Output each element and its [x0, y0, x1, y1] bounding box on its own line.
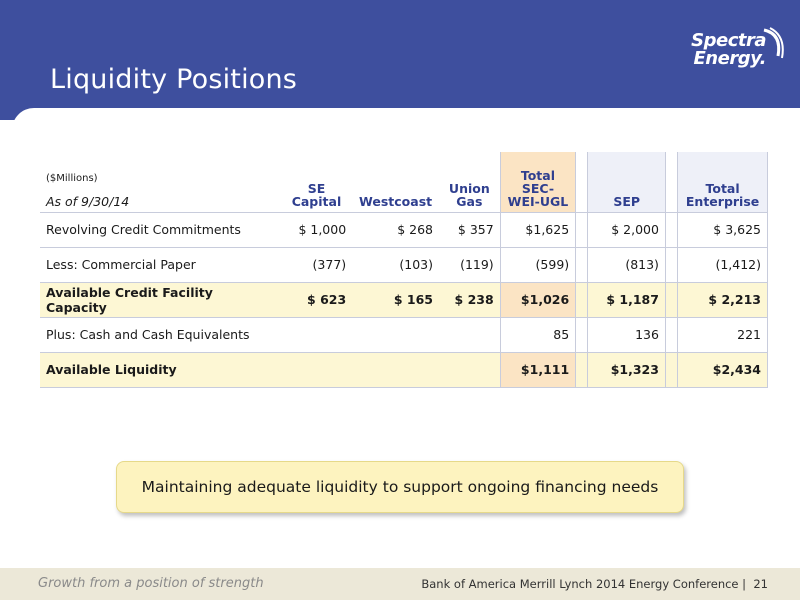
table-row: Plus: Cash and Cash Equivalents 85 136 2… [40, 316, 768, 352]
cell-sep: $ 2,000 [587, 211, 666, 247]
header-label-cell: ($Millions) As of 9/30/14 [40, 152, 281, 213]
callout-box: Maintaining adequate liquidity to suppor… [116, 461, 684, 513]
footer-tagline: Growth from a position of strength [38, 576, 264, 591]
table-row-highlight: Available Credit Facility Capacity $ 623… [40, 281, 768, 317]
cell-westcoast [352, 351, 439, 388]
cell-westcoast: $ 268 [352, 211, 439, 247]
units-label: ($Millions) [46, 172, 98, 184]
table-header-row: ($Millions) As of 9/30/14 SE Capital Wes… [40, 152, 768, 213]
cell-se-capital [280, 316, 353, 352]
header-westcoast: Westcoast [352, 152, 439, 213]
cell-se-capital: $ 1,000 [280, 211, 353, 247]
cell-enterprise: $2,434 [677, 351, 768, 388]
cell-sep: 136 [587, 316, 666, 352]
cell-enterprise: (1,412) [677, 246, 768, 282]
cell-se-capital: $ 623 [280, 281, 353, 317]
logo-line2: Energy. [693, 48, 767, 69]
header-gap [665, 152, 678, 213]
gap-cell [575, 246, 588, 282]
header-sep: SEP [587, 152, 666, 213]
gap-cell [665, 246, 678, 282]
gap-cell [665, 316, 678, 352]
gap-cell [575, 351, 588, 388]
row-label: Plus: Cash and Cash Equivalents [40, 316, 281, 352]
gap-cell [665, 351, 678, 388]
cell-se-capital: (377) [280, 246, 353, 282]
cell-total: $1,625 [499, 211, 577, 247]
conference-name: Bank of America Merrill Lynch 2014 Energ… [421, 577, 739, 591]
row-label: Less: Commercial Paper [40, 246, 281, 282]
page-number: 21 [753, 577, 768, 591]
table-row-highlight: Available Liquidity $1,111 $1,323 $2,434 [40, 351, 768, 388]
cell-union-gas: $ 238 [438, 281, 501, 317]
cell-total: 85 [499, 316, 577, 352]
header-total-enterprise: Total Enterprise [677, 152, 768, 213]
cell-sep: (813) [587, 246, 666, 282]
cell-union-gas [438, 351, 501, 388]
cell-westcoast: $ 165 [352, 281, 439, 317]
header-gap [575, 152, 588, 213]
cell-union-gas [438, 316, 501, 352]
as-of-label: As of 9/30/14 [46, 193, 130, 209]
cell-westcoast [352, 316, 439, 352]
header-se-capital: SE Capital [280, 152, 353, 213]
gap-cell [575, 211, 588, 247]
logo-line1: Spectra [691, 30, 766, 51]
spectra-energy-logo: Spectra Energy. [684, 26, 784, 74]
gap-cell [575, 316, 588, 352]
row-label: Available Liquidity [40, 351, 281, 388]
cell-total: $1,026 [499, 281, 577, 317]
row-label: Revolving Credit Commitments [40, 211, 281, 247]
row-label: Available Credit Facility Capacity [40, 281, 281, 317]
liquidity-table: ($Millions) As of 9/30/14 SE Capital Wes… [40, 152, 768, 388]
cell-union-gas: (119) [438, 246, 501, 282]
cell-union-gas: $ 357 [438, 211, 501, 247]
logo-arc-icon [763, 27, 784, 59]
table-row: Revolving Credit Commitments $ 1,000 $ 2… [40, 211, 768, 247]
cell-westcoast: (103) [352, 246, 439, 282]
table-row: Less: Commercial Paper (377) (103) (119)… [40, 246, 768, 282]
cell-se-capital [280, 351, 353, 388]
header-total-sec-wei-ugl: Total SEC-WEI-UGL [499, 152, 577, 213]
cell-enterprise: $ 2,213 [677, 281, 768, 317]
cell-sep: $ 1,187 [587, 281, 666, 317]
gap-cell [665, 211, 678, 247]
footer: Growth from a position of strength Bank … [0, 568, 800, 600]
gap-cell [575, 281, 588, 317]
gap-cell [665, 281, 678, 317]
header-band [0, 0, 800, 120]
page-title: Liquidity Positions [50, 64, 298, 95]
footer-conference: Bank of America Merrill Lynch 2014 Energ… [421, 577, 768, 591]
cell-sep: $1,323 [587, 351, 666, 388]
cell-enterprise: $ 3,625 [677, 211, 768, 247]
cell-total: $1,111 [499, 351, 577, 388]
liquidity-table-wrapper: ($Millions) As of 9/30/14 SE Capital Wes… [40, 152, 768, 388]
header-union-gas: Union Gas [438, 152, 501, 213]
cell-enterprise: 221 [677, 316, 768, 352]
cell-total: (599) [499, 246, 577, 282]
